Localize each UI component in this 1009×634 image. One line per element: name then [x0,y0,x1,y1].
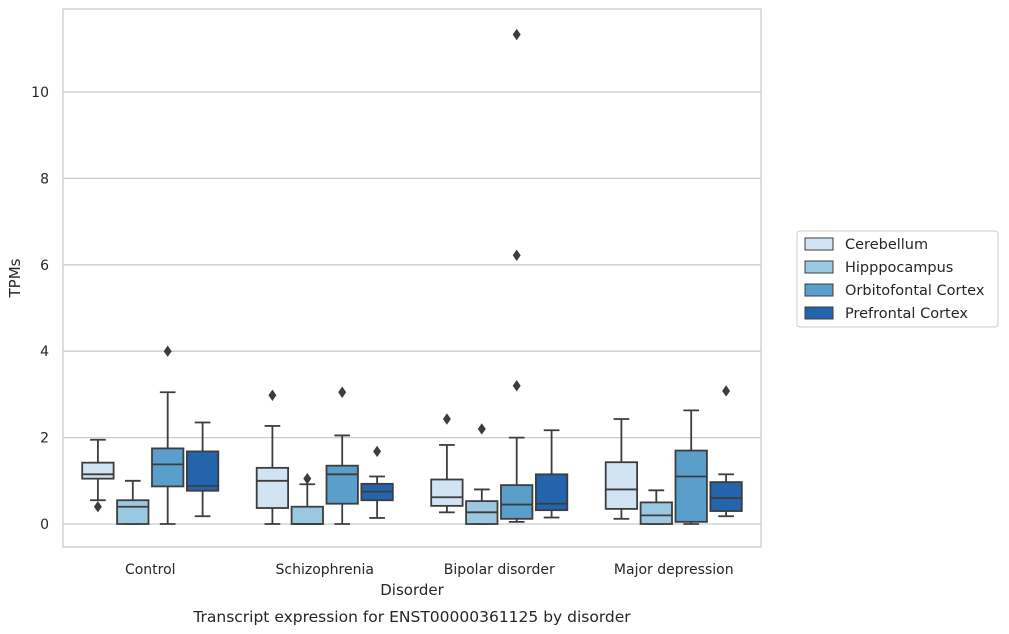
y-tick-label: 2 [40,431,49,447]
iqr-box [290,505,324,525]
box-3-3 [709,385,743,518]
x-tick-label: Control [125,562,176,578]
x-tick-label: Bipolar disorder [444,562,555,578]
iqr-box [500,484,534,520]
outlier-point [477,423,486,435]
iqr-box [674,449,708,523]
iqr-box [185,450,220,492]
y-tick-labels: 0 2 4 6 8 10 [31,85,49,533]
iqr-box [255,466,290,509]
y-axis-label: TPMs [6,258,24,298]
outlier-point [512,380,521,392]
box-2-3 [534,429,569,519]
iqr-box [151,447,185,488]
y-tick-label: 4 [40,344,49,360]
box-1-1 [290,472,324,525]
plot-frame [62,8,762,548]
outlier-point [722,385,731,397]
box-2-0 [430,413,464,514]
outlier-point [303,472,312,485]
outlier-point [512,249,521,261]
legend-frame [796,230,999,328]
box-1-3 [360,445,394,519]
x-axis-label: Disorder [380,581,444,599]
box-2-2 [500,28,534,523]
box-1-2 [325,386,359,525]
box-2-1 [465,423,499,525]
legend-swatch [804,306,834,320]
iqr-box [534,473,569,512]
outlier-point [512,28,521,41]
iqr-box [639,501,673,525]
iqr-box [709,481,743,512]
outlier-point [338,386,347,398]
legend-label: Hipppocampus [845,260,953,276]
box-3-1 [639,489,673,525]
iqr-box [81,461,115,480]
iqr-box [325,464,359,505]
box-0-1 [116,479,150,525]
box-0-3 [185,421,220,518]
box-3-2 [674,409,708,525]
legend-label: Orbitofontal Cortex [845,283,985,299]
x-tick-label: Major depression [614,562,734,578]
y-tick-label: 0 [40,517,49,533]
iqr-box [116,499,150,525]
legend-swatch [804,260,834,274]
x-tick-label: Schizophrenia [276,562,374,578]
outlier-point [93,501,102,513]
box-1-0 [255,389,290,525]
y-tick-label: 6 [40,258,49,274]
box-0-2 [151,345,185,525]
box-3-0 [604,418,639,520]
y-tick-label: 8 [40,171,49,187]
legend: Cerebellum Hipppocampus Orbitofontal Corte… [796,230,999,328]
outlier-point [163,345,172,357]
x-tick-labels: Control Schizophrenia Bipolar disorder Majo… [125,562,734,578]
legend-label: Cerebellum [845,237,928,253]
iqr-box [430,478,464,507]
outlier-point [442,413,451,425]
legend-swatch [804,237,834,251]
iqr-box [604,461,639,510]
outlier-point [373,445,382,458]
y-tick-label: 10 [31,85,49,101]
box-0-0 [81,438,115,513]
chart-caption: Transcript expression for ENST0000036112… [192,608,631,626]
legend-swatch [804,283,834,297]
box-groups [81,28,743,525]
outlier-point [268,389,277,401]
legend-label: Prefrontal Cortex [845,306,968,322]
